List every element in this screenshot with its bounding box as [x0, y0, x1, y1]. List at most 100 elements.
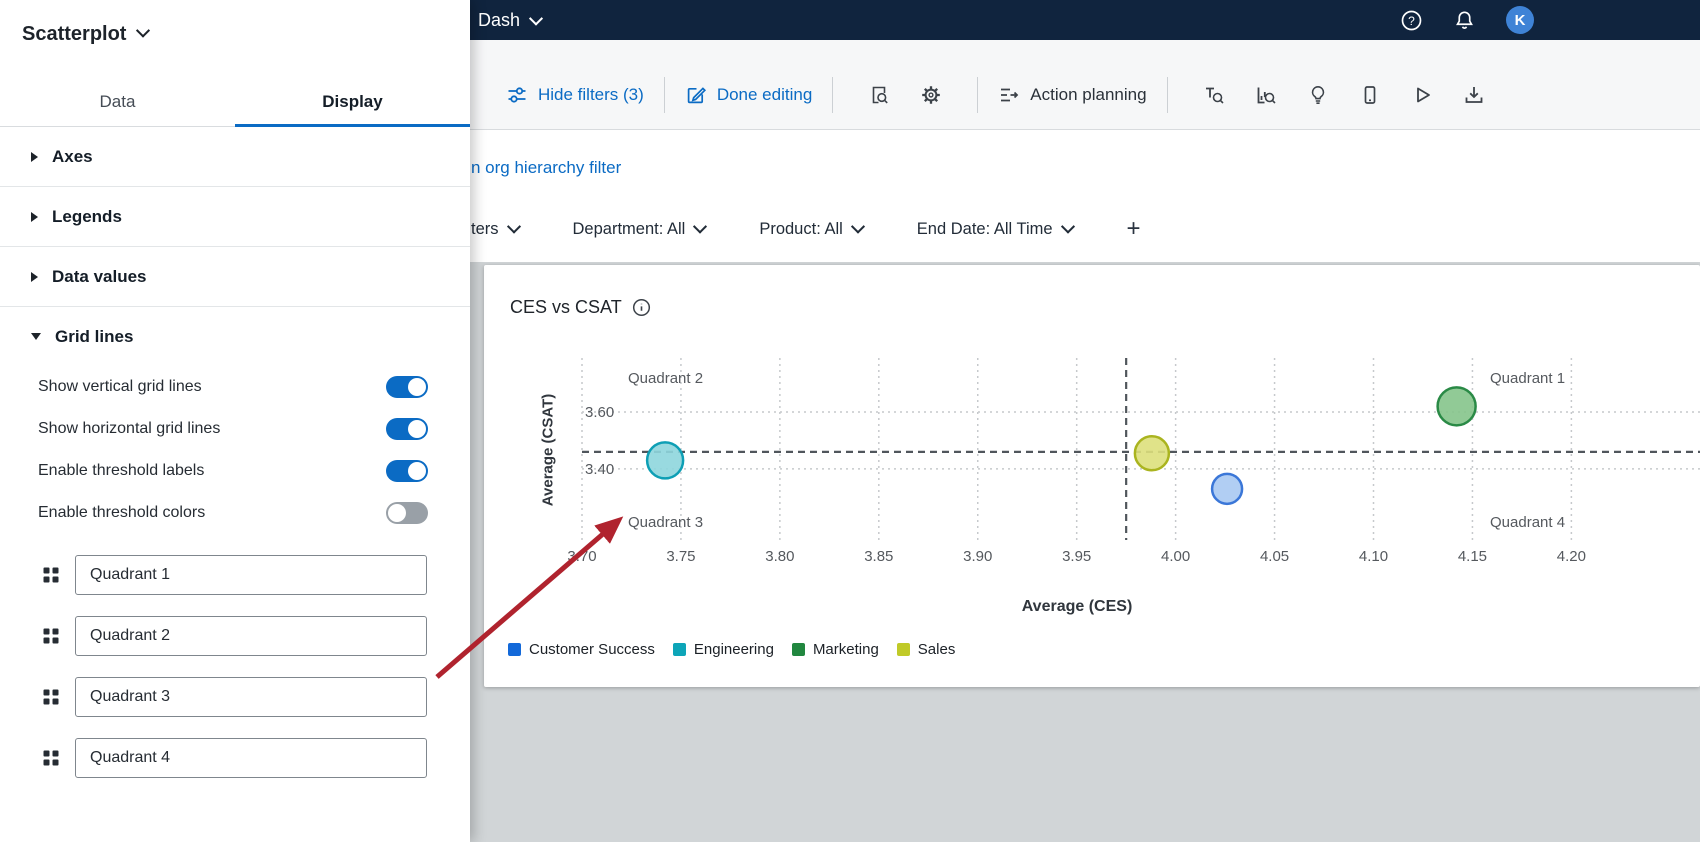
- settings-button[interactable]: [920, 84, 942, 106]
- scatterplot-widget[interactable]: CES vs CSAT Average (CSAT) 3.70 3.75 3.80 3…: [484, 265, 1700, 687]
- present-button[interactable]: [1411, 84, 1433, 106]
- legend-item[interactable]: Customer Success: [508, 641, 655, 658]
- org-hierarchy-filter-link[interactable]: n org hierarchy filter: [471, 158, 622, 177]
- info-icon[interactable]: [632, 298, 651, 317]
- quadrant-label: Quadrant 4: [1490, 514, 1565, 531]
- lightbulb-icon: [1311, 85, 1324, 104]
- filters-dropdown[interactable]: ters: [471, 219, 521, 239]
- ideas-button[interactable]: [1307, 84, 1329, 106]
- chart-search-button[interactable]: [1255, 84, 1277, 106]
- toolbar-divider: [977, 76, 979, 113]
- quadrant-1-row: [0, 555, 470, 595]
- toggle-knob: [408, 420, 426, 438]
- notifications-button[interactable]: [1453, 9, 1476, 32]
- chevron-down-icon: [693, 219, 708, 234]
- legend-item[interactable]: Engineering: [672, 641, 774, 658]
- x-tick-label: 3.90: [963, 548, 992, 565]
- chart-magnifier-icon: [1257, 87, 1276, 104]
- filter-product[interactable]: Product: All: [759, 219, 865, 239]
- mobile-preview-button[interactable]: [1359, 84, 1381, 106]
- toggle-threshold-labels[interactable]: [386, 460, 428, 482]
- toggle-label: Show horizontal grid lines: [38, 420, 221, 437]
- hide-filters-label: Hide filters (3): [538, 84, 644, 104]
- toggle-label: Enable threshold labels: [38, 462, 205, 479]
- widget-type-dropdown[interactable]: Scatterplot: [0, 0, 470, 50]
- legend-item[interactable]: Marketing: [791, 641, 879, 658]
- chevron-down-icon: [1060, 219, 1075, 234]
- filter-label: Department: All: [572, 219, 686, 238]
- quadrant-4-row: [0, 738, 470, 778]
- chevron-right-icon: [31, 271, 38, 282]
- data-point-customer-success[interactable]: [1210, 472, 1244, 506]
- toggle-row-horizontal-grid: Show horizontal grid lines: [0, 408, 470, 450]
- svg-text:?: ?: [1408, 13, 1415, 27]
- section-label: Legends: [52, 206, 122, 226]
- x-tick-label: 3.80: [765, 548, 794, 565]
- widget-title-row: CES vs CSAT: [510, 297, 651, 318]
- filter-department[interactable]: Department: All: [572, 219, 708, 239]
- toggle-knob: [408, 462, 426, 480]
- help-button[interactable]: ?: [1400, 9, 1423, 32]
- section-axes[interactable]: Axes: [0, 127, 470, 187]
- section-data-values[interactable]: Data values: [0, 247, 470, 307]
- export-button[interactable]: [1463, 84, 1485, 106]
- filter-end-date[interactable]: End Date: All Time: [916, 219, 1075, 239]
- toolbar-divider: [663, 76, 665, 113]
- quadrant-3-input[interactable]: [75, 677, 427, 717]
- quadrant-4-input[interactable]: [75, 738, 427, 778]
- play-icon: [1416, 87, 1430, 102]
- x-tick-label: 4.10: [1359, 548, 1388, 565]
- toggle-knob: [388, 504, 406, 522]
- data-point-sales[interactable]: [1133, 435, 1171, 472]
- tab-data[interactable]: Data: [0, 78, 235, 126]
- legend-label: Marketing: [812, 641, 879, 658]
- action-planning-button[interactable]: Action planning: [998, 84, 1147, 106]
- tab-label: Display: [322, 92, 383, 111]
- x-tick-label: 4.00: [1161, 548, 1190, 565]
- drag-handle-icon[interactable]: [41, 748, 61, 768]
- tab-display[interactable]: Display: [235, 78, 470, 127]
- chevron-down-icon: [31, 333, 41, 340]
- drag-handle-icon[interactable]: [41, 626, 61, 646]
- x-tick-label: 3.75: [666, 548, 695, 565]
- toolbar-divider: [832, 76, 834, 113]
- avatar-initial: K: [1514, 11, 1526, 29]
- legend-label: Sales: [917, 641, 956, 658]
- x-tick-label: 4.05: [1260, 548, 1289, 565]
- chevron-down-icon: [850, 219, 865, 234]
- filter-label: End Date: All Time: [916, 219, 1053, 238]
- chevron-right-icon: [31, 151, 38, 162]
- quadrant-2-input[interactable]: [75, 616, 427, 656]
- chevron-down-icon: [528, 11, 544, 26]
- toggle-threshold-colors[interactable]: [386, 502, 428, 524]
- page-search-button[interactable]: [868, 84, 890, 106]
- data-point-engineering[interactable]: [645, 441, 685, 480]
- data-point-marketing[interactable]: [1436, 386, 1477, 427]
- drag-handle-icon[interactable]: [41, 687, 61, 707]
- hide-filters-button[interactable]: Hide filters (3): [506, 84, 644, 106]
- chart-legend: Customer Success Engineering Marketing Sale…: [508, 641, 955, 658]
- question-circle-icon: ?: [1401, 10, 1422, 30]
- x-axis-label: Average (CES): [1021, 598, 1133, 615]
- panel-title: Scatterplot: [22, 22, 127, 45]
- quadrant-1-input[interactable]: [75, 555, 427, 595]
- done-editing-button[interactable]: Done editing: [685, 84, 812, 106]
- avatar[interactable]: K: [1506, 6, 1534, 34]
- x-tick-label: 3.70: [567, 548, 596, 565]
- legend-label: Engineering: [693, 641, 774, 658]
- dashboard-breadcrumb[interactable]: Dash: [478, 10, 544, 31]
- toggle-vertical-grid-lines[interactable]: [386, 376, 428, 398]
- legend-item[interactable]: Sales: [896, 641, 956, 658]
- action-planning-icon: [1001, 88, 1019, 101]
- toggle-row-threshold-colors: Enable threshold colors: [0, 492, 470, 534]
- drag-handle-icon[interactable]: [41, 565, 61, 585]
- action-planning-label: Action planning: [1030, 84, 1147, 104]
- toggle-label: Show vertical grid lines: [38, 378, 202, 395]
- section-legends[interactable]: Legends: [0, 187, 470, 247]
- text-search-button[interactable]: [1203, 84, 1225, 106]
- add-filter-button[interactable]: +: [1126, 215, 1141, 242]
- toggle-horizontal-grid-lines[interactable]: [386, 418, 428, 440]
- section-label: Data values: [52, 266, 147, 286]
- section-grid-lines[interactable]: Grid lines: [0, 307, 470, 366]
- widget-settings-panel: Scatterplot Data Display Axes Legends Da…: [0, 0, 470, 842]
